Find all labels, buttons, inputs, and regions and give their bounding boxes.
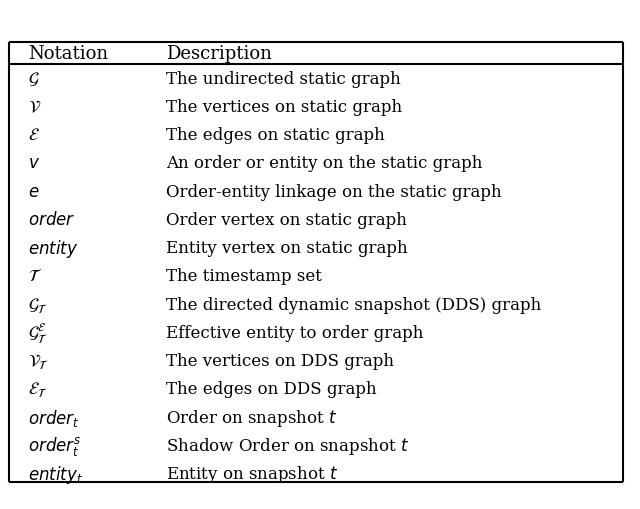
- Text: The directed dynamic snapshot (DDS) graph: The directed dynamic snapshot (DDS) grap…: [166, 296, 541, 313]
- Text: Entity on snapshot $t$: Entity on snapshot $t$: [166, 463, 338, 484]
- Text: Order vertex on static graph: Order vertex on static graph: [166, 212, 406, 229]
- Text: Order-entity linkage on the static graph: Order-entity linkage on the static graph: [166, 183, 501, 201]
- Text: The undirected static graph: The undirected static graph: [166, 71, 401, 88]
- Text: $\mathcal{G}^{\mathcal{E}}_{\mathcal{T}}$: $\mathcal{G}^{\mathcal{E}}_{\mathcal{T}}…: [28, 321, 48, 345]
- Text: $\mathcal{V}_{\mathcal{T}}$: $\mathcal{V}_{\mathcal{T}}$: [28, 352, 49, 371]
- Text: Description: Description: [166, 45, 271, 63]
- Text: Effective entity to order graph: Effective entity to order graph: [166, 324, 423, 342]
- Text: $\mathcal{E}_{\mathcal{T}}$: $\mathcal{E}_{\mathcal{T}}$: [28, 380, 48, 399]
- Text: $e$: $e$: [28, 183, 39, 201]
- Text: $\mathcal{G}_{\mathcal{T}}$: $\mathcal{G}_{\mathcal{T}}$: [28, 295, 48, 314]
- Text: Notation: Notation: [28, 45, 108, 63]
- Text: The vertices on DDS graph: The vertices on DDS graph: [166, 353, 394, 370]
- Text: The vertices on static graph: The vertices on static graph: [166, 99, 402, 116]
- Text: The edges on static graph: The edges on static graph: [166, 127, 385, 144]
- Text: $\mathit{order}$: $\mathit{order}$: [28, 211, 76, 229]
- Text: The edges on DDS graph: The edges on DDS graph: [166, 381, 376, 398]
- Text: $\mathit{entity}$: $\mathit{entity}$: [28, 237, 78, 259]
- Text: Shadow Order on snapshot $t$: Shadow Order on snapshot $t$: [166, 435, 409, 456]
- Text: $\mathcal{G}$: $\mathcal{G}$: [28, 70, 40, 88]
- Text: Order on snapshot $t$: Order on snapshot $t$: [166, 407, 337, 428]
- Text: $\mathcal{E}$: $\mathcal{E}$: [28, 127, 40, 144]
- Text: $\mathcal{T}$: $\mathcal{T}$: [28, 268, 42, 285]
- Text: $v$: $v$: [28, 155, 40, 172]
- Text: $\mathcal{V}$: $\mathcal{V}$: [28, 99, 41, 116]
- Text: The timestamp set: The timestamp set: [166, 268, 321, 285]
- Text: Entity vertex on static graph: Entity vertex on static graph: [166, 240, 407, 257]
- Text: An order or entity on the static graph: An order or entity on the static graph: [166, 155, 482, 172]
- Text: $\mathit{order}_t$: $\mathit{order}_t$: [28, 407, 79, 428]
- Text: $\mathit{order}^s_t$: $\mathit{order}^s_t$: [28, 434, 81, 457]
- Text: $\mathit{entity}_t$: $\mathit{entity}_t$: [28, 463, 83, 485]
